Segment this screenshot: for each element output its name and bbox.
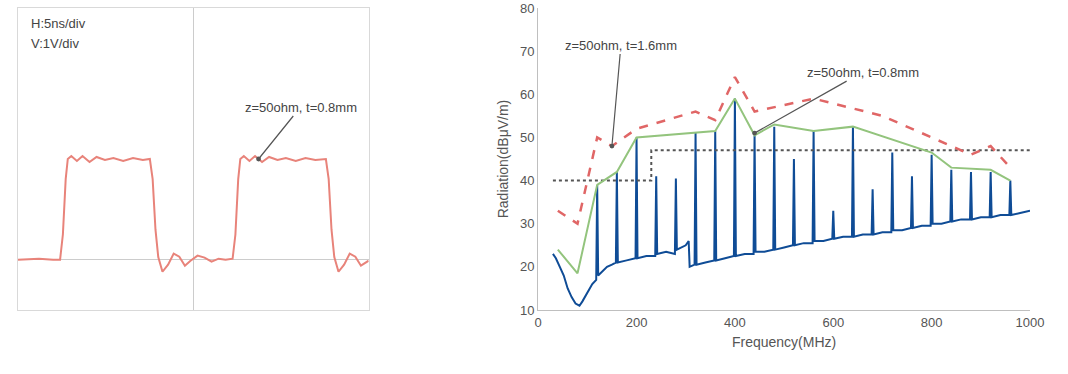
svg-text:Frequency(MHz): Frequency(MHz) bbox=[732, 334, 836, 350]
svg-text:z=50ohm, t=0.8mm: z=50ohm, t=0.8mm bbox=[245, 100, 357, 115]
svg-text:600: 600 bbox=[822, 315, 844, 330]
svg-text:200: 200 bbox=[626, 315, 648, 330]
svg-text:60: 60 bbox=[520, 87, 534, 102]
svg-text:80: 80 bbox=[520, 1, 534, 16]
svg-text:40: 40 bbox=[520, 173, 534, 188]
svg-text:z=50ohm, t=0.8mm: z=50ohm, t=0.8mm bbox=[807, 65, 919, 80]
svg-text:800: 800 bbox=[921, 315, 943, 330]
svg-text:400: 400 bbox=[724, 315, 746, 330]
svg-text:10: 10 bbox=[520, 303, 534, 318]
svg-text:0: 0 bbox=[535, 315, 542, 330]
svg-text:z=50ohm, t=1.6mm: z=50ohm, t=1.6mm bbox=[565, 38, 677, 53]
svg-text:Radiation(dBμV/m): Radiation(dBμV/m) bbox=[495, 100, 511, 219]
svg-text:H:5ns/div: H:5ns/div bbox=[31, 16, 86, 31]
svg-text:50: 50 bbox=[520, 130, 534, 145]
svg-text:70: 70 bbox=[520, 44, 534, 59]
svg-text:20: 20 bbox=[520, 259, 534, 274]
svg-text:V:1V/div: V:1V/div bbox=[31, 36, 79, 51]
svg-text:1000: 1000 bbox=[1016, 315, 1045, 330]
svg-text:30: 30 bbox=[520, 216, 534, 231]
